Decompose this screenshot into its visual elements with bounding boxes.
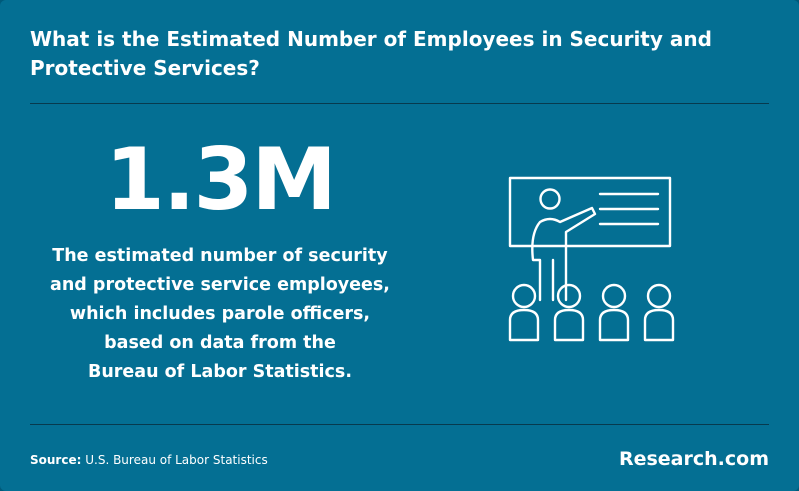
page-title: What is the Estimated Number of Employee… [30,25,730,83]
presenter-icon [531,188,597,302]
title-line-1: What is the Estimated Number of Employee… [30,27,712,51]
stat-description: The estimated number of security and pro… [30,242,410,387]
audience-icon [508,283,675,342]
source-label: Source: [30,453,82,467]
stat-value: 1.3M [105,130,337,230]
brand-logo: Research.com [618,448,769,470]
description-line-5: Bureau of Labor Statistics. [88,362,352,382]
bottom-divider [30,424,769,425]
description-line-4: based on data from the [104,333,336,353]
description-line-1: The estimated number of security [52,246,388,266]
top-divider [30,103,769,104]
description-line-2: and protective service employees, [50,275,390,295]
source-note: Source: U.S. Bureau of Labor Statistics [30,452,268,468]
source-text: U.S. Bureau of Labor Statistics [85,453,268,467]
title-line-2: Protective Services? [30,56,260,80]
description-line-3: which includes parole officers, [69,304,371,324]
whiteboard-icon [508,176,672,248]
presentation-audience-icon [508,176,675,342]
